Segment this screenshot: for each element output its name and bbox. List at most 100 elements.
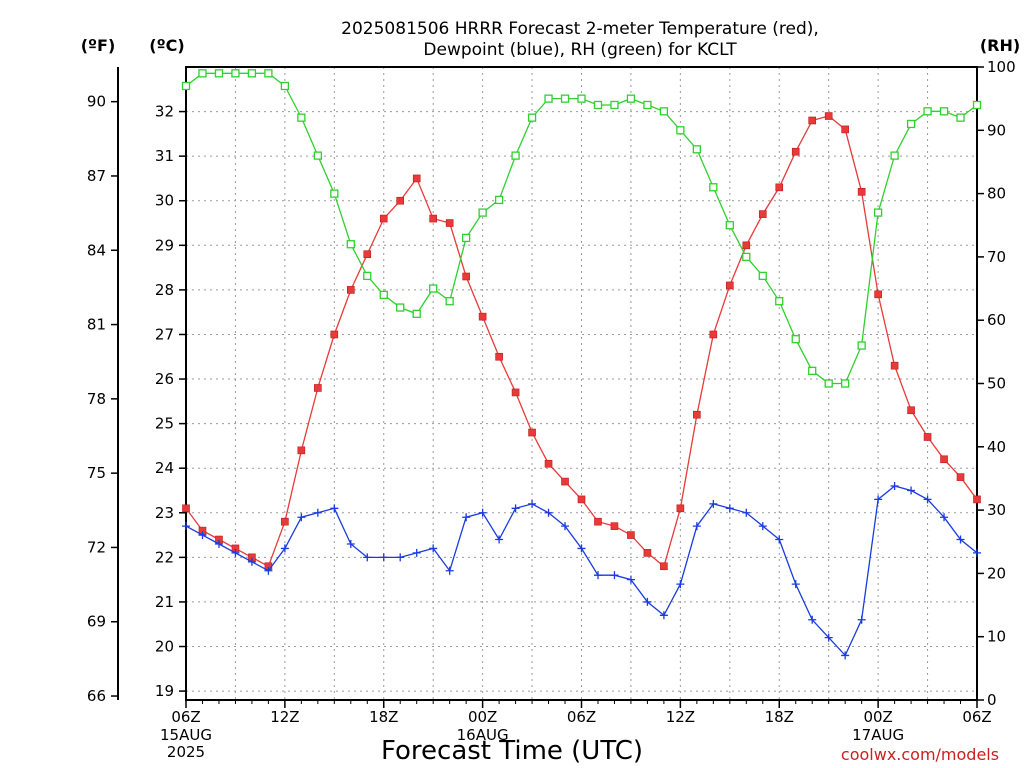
dewpoint-series-point <box>511 504 520 513</box>
celsius-tick-label: 29 <box>155 236 174 254</box>
dewpoint-series-point <box>478 508 487 517</box>
rh-series-point <box>214 69 224 78</box>
temperature-series-point <box>758 210 767 218</box>
dewpoint-series-point <box>346 539 355 548</box>
rh-tick-label: 50 <box>987 375 1006 393</box>
dewpoint-series-point <box>973 548 981 557</box>
rh-series-point <box>264 69 273 78</box>
dewpoint-series-point <box>775 535 784 544</box>
x-tick-label: 00Z <box>863 708 892 726</box>
temperature-series-point <box>808 116 817 125</box>
rh-tick-label: 100 <box>987 58 1016 76</box>
rh-series-point <box>297 113 306 122</box>
rh-tick-label: 10 <box>987 628 1006 646</box>
rh-series-point <box>478 208 487 217</box>
temperature-series-point <box>791 147 800 156</box>
temperature-series-point <box>396 196 405 205</box>
rh-series-point <box>429 284 438 293</box>
celsius-tick-label: 19 <box>155 682 174 700</box>
temperature-series-point <box>956 473 965 481</box>
celsius-tick-label: 21 <box>155 593 174 611</box>
dewpoint-series-point <box>841 651 850 660</box>
rh-series-point <box>939 107 949 116</box>
dewpoint-series-point <box>396 553 405 562</box>
dewpoint-series-point <box>857 615 866 624</box>
dewpoint-series-point <box>676 580 685 589</box>
x-tick-label: 06Z <box>962 708 991 726</box>
rh-tick-label: 0 <box>987 691 997 709</box>
rh-tick-label: 90 <box>987 121 1006 139</box>
rh-tick-label: 30 <box>987 501 1006 519</box>
rh-series-point <box>890 151 899 160</box>
temperature-series-point <box>693 410 701 419</box>
dewpoint-series-point <box>495 535 504 544</box>
temperature-series-point <box>462 272 470 281</box>
fahrenheit-tick-label: 69 <box>87 613 106 631</box>
rh-series-point <box>181 81 191 91</box>
rh-series-point <box>643 100 652 110</box>
dewpoint-series-point <box>824 633 833 642</box>
rh-series-point <box>231 69 240 78</box>
temperature-series-point <box>363 250 372 259</box>
temperature-series-point <box>923 433 932 441</box>
temperature-series-point <box>709 330 718 339</box>
rh-series-point <box>280 81 290 91</box>
dewpoint-series-point <box>791 580 800 589</box>
rh-series-point <box>758 271 767 281</box>
dewpoint-series-point <box>462 513 471 522</box>
rh-tick-label: 20 <box>987 564 1006 582</box>
temperature-series-point <box>610 522 619 530</box>
temperature-series-point <box>660 562 668 571</box>
temperature-series-point <box>478 312 487 321</box>
x-tick-label: 18Z <box>765 708 794 726</box>
rh-series-point <box>725 221 734 230</box>
dewpoint-series-point <box>874 495 883 504</box>
x-date-label: 16AUG <box>457 726 509 744</box>
dewpoint-series-point <box>379 553 388 562</box>
rh-series-point <box>313 151 322 160</box>
temperature-series-point <box>643 549 652 557</box>
rh-tick-label: 70 <box>987 248 1006 266</box>
celsius-tick-label: 28 <box>155 281 174 299</box>
dewpoint-series-point <box>264 566 273 575</box>
dewpoint-series-point <box>297 513 306 522</box>
rh-series-point <box>346 240 355 249</box>
rh-tick-label: 60 <box>987 311 1006 329</box>
dewpoint-series-point <box>445 566 454 575</box>
rh-series-point <box>709 183 718 192</box>
x-tick-label: 00Z <box>468 708 497 726</box>
rh-series-point <box>461 233 471 243</box>
dewpoint-series-point <box>198 531 207 540</box>
rh-series-point <box>610 100 619 110</box>
temperature-series-point <box>379 214 388 223</box>
temperature-series-point <box>726 281 734 290</box>
temperature-series-point <box>495 352 503 361</box>
celsius-tick-label: 26 <box>155 370 174 388</box>
fahrenheit-tick-label: 84 <box>87 241 106 259</box>
rh-series-point <box>494 195 504 205</box>
celsius-tick-label: 24 <box>155 459 174 477</box>
x-date-label: 17AUG <box>852 726 904 744</box>
chart-title-line-1: 2025081506 HRRR Forecast 2-meter Tempera… <box>341 19 819 39</box>
rh-series-point <box>857 341 866 350</box>
temperature-series-point <box>297 446 306 455</box>
rh-series-point <box>659 107 669 116</box>
dewpoint-series-point <box>561 522 570 531</box>
celsius-tick-label: 20 <box>155 638 174 656</box>
rh-series-point <box>511 151 520 160</box>
x-tick-label: 06Z <box>567 708 596 726</box>
rh-series-point <box>824 379 833 388</box>
dewpoint-series-point <box>626 575 635 584</box>
dewpoint-series-point <box>231 548 240 557</box>
temperature-series-point <box>775 183 784 192</box>
temperature-series-point <box>841 125 849 134</box>
fahrenheit-tick-label: 66 <box>87 687 106 705</box>
rh-series-point <box>742 252 751 262</box>
dewpoint-series-point <box>363 553 372 562</box>
credit-text: coolwx.com/models <box>841 745 999 764</box>
rh-series-point <box>363 271 372 281</box>
dewpoint-series-point <box>709 499 718 508</box>
temperature-series-point <box>627 531 635 539</box>
x-tick-label: 18Z <box>369 708 398 726</box>
temperature-series-point <box>940 455 948 464</box>
